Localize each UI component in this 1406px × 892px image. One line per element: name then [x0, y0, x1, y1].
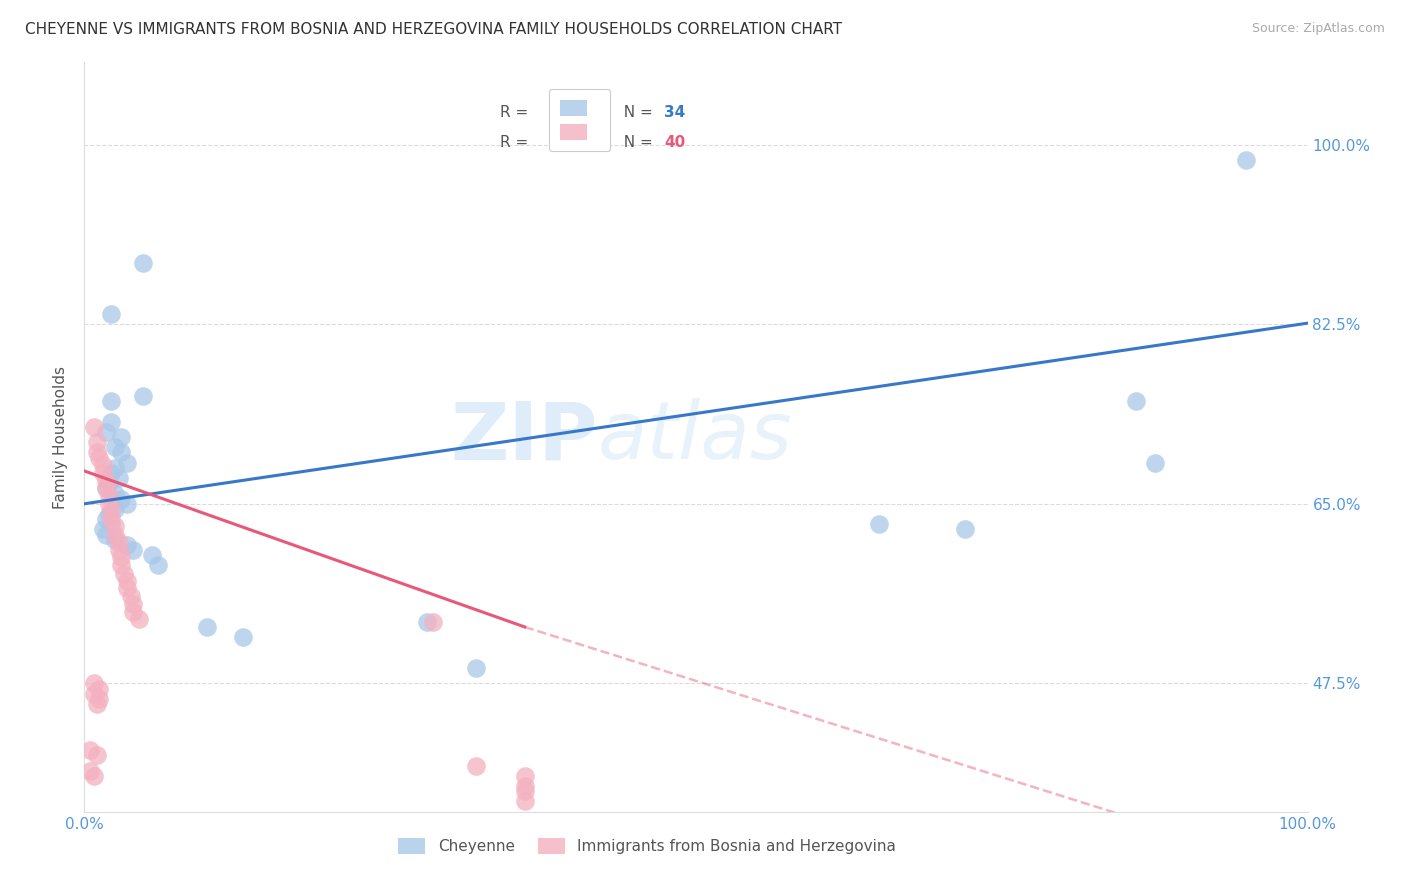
Point	[87, 450, 110, 465]
Text: R =: R =	[501, 135, 533, 150]
Text: 0.324: 0.324	[551, 105, 605, 120]
Point	[104, 461, 127, 475]
Point	[464, 661, 486, 675]
Point	[87, 691, 110, 706]
Point	[112, 566, 135, 581]
Point	[100, 517, 122, 532]
Point	[195, 620, 218, 634]
Point	[100, 394, 122, 409]
Point	[422, 615, 444, 629]
Point	[79, 743, 101, 757]
Point	[83, 687, 105, 701]
Text: N =: N =	[614, 105, 658, 120]
Point	[91, 458, 114, 472]
Point	[120, 589, 142, 603]
Point	[83, 419, 105, 434]
Point	[83, 769, 105, 783]
Point	[464, 758, 486, 772]
Point	[104, 486, 127, 500]
Point	[115, 574, 138, 588]
Point	[110, 491, 132, 506]
Point	[86, 435, 108, 450]
Point	[100, 466, 122, 480]
Point	[110, 430, 132, 444]
Point	[110, 445, 132, 459]
Point	[96, 527, 118, 541]
Text: 40: 40	[664, 135, 685, 150]
Point	[96, 482, 118, 496]
Point	[100, 307, 122, 321]
Point	[141, 548, 163, 562]
Text: atlas: atlas	[598, 398, 793, 476]
Y-axis label: Family Households: Family Households	[53, 366, 69, 508]
Point	[104, 441, 127, 455]
Point	[107, 543, 129, 558]
Point	[110, 550, 132, 565]
Point	[1143, 456, 1166, 470]
Point	[115, 456, 138, 470]
Point	[232, 630, 254, 644]
Point	[100, 504, 122, 518]
Text: R =: R =	[501, 105, 533, 120]
Point	[128, 612, 150, 626]
Point	[86, 748, 108, 763]
Point	[83, 676, 105, 690]
Point	[96, 482, 118, 496]
Point	[87, 681, 110, 696]
Text: -0.390: -0.390	[551, 135, 606, 150]
Text: Source: ZipAtlas.com: Source: ZipAtlas.com	[1251, 22, 1385, 36]
Point	[953, 523, 976, 537]
Point	[110, 558, 132, 573]
Point	[416, 615, 439, 629]
Point	[97, 476, 120, 491]
Text: 34: 34	[664, 105, 685, 120]
Legend: Cheyenne, Immigrants from Bosnia and Herzegovina: Cheyenne, Immigrants from Bosnia and Her…	[392, 831, 903, 860]
Point	[513, 779, 536, 793]
Point	[97, 489, 120, 503]
Point	[107, 471, 129, 485]
Point	[122, 605, 145, 619]
Point	[104, 533, 127, 547]
Point	[513, 794, 536, 808]
Point	[104, 519, 127, 533]
Point	[96, 425, 118, 439]
Point	[513, 784, 536, 798]
Point	[97, 497, 120, 511]
Point	[1236, 153, 1258, 167]
Point	[96, 474, 118, 488]
Point	[104, 527, 127, 541]
Text: ZIP: ZIP	[451, 398, 598, 476]
Point	[122, 543, 145, 558]
Point	[79, 764, 101, 778]
Point	[115, 538, 138, 552]
Point	[122, 598, 145, 612]
Point	[100, 512, 122, 526]
Point	[91, 466, 114, 480]
Point	[100, 415, 122, 429]
Point	[86, 697, 108, 711]
Text: N =: N =	[614, 135, 658, 150]
Point	[86, 445, 108, 459]
Point	[104, 502, 127, 516]
Point	[91, 523, 114, 537]
Point	[107, 534, 129, 549]
Point	[97, 507, 120, 521]
Point	[132, 389, 155, 403]
Point	[132, 255, 155, 269]
Point	[146, 558, 169, 573]
Point	[1125, 394, 1147, 409]
Point	[96, 512, 118, 526]
Text: CHEYENNE VS IMMIGRANTS FROM BOSNIA AND HERZEGOVINA FAMILY HOUSEHOLDS CORRELATION: CHEYENNE VS IMMIGRANTS FROM BOSNIA AND H…	[25, 22, 842, 37]
Point	[115, 497, 138, 511]
Point	[115, 581, 138, 595]
Point	[513, 769, 536, 783]
Point	[869, 517, 891, 532]
